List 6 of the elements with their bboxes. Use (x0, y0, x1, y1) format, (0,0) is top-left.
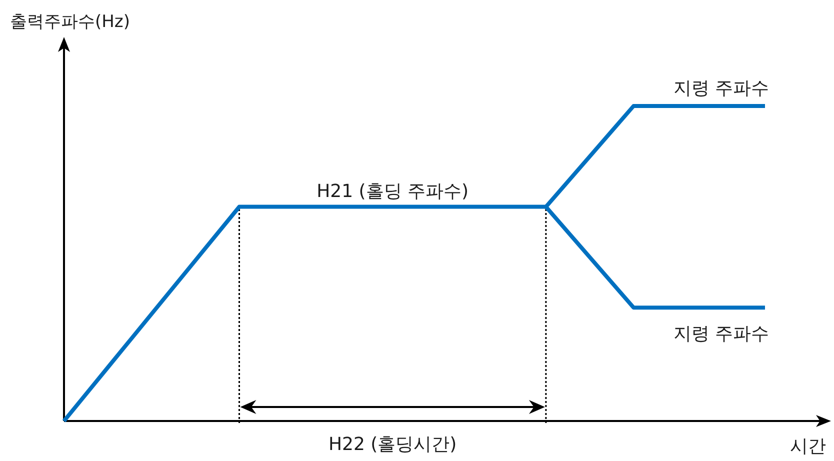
x-axis-title: 시간 (790, 436, 826, 457)
y-axis-title: 출력주파수(Hz) (10, 12, 130, 32)
series-label: 지령 주파수 (673, 78, 769, 99)
text: H22 (홀딩시간) (328, 434, 457, 455)
series-label: 지령 주파수 (673, 324, 769, 345)
annotation: H21 (홀딩 주파수) (316, 180, 469, 202)
